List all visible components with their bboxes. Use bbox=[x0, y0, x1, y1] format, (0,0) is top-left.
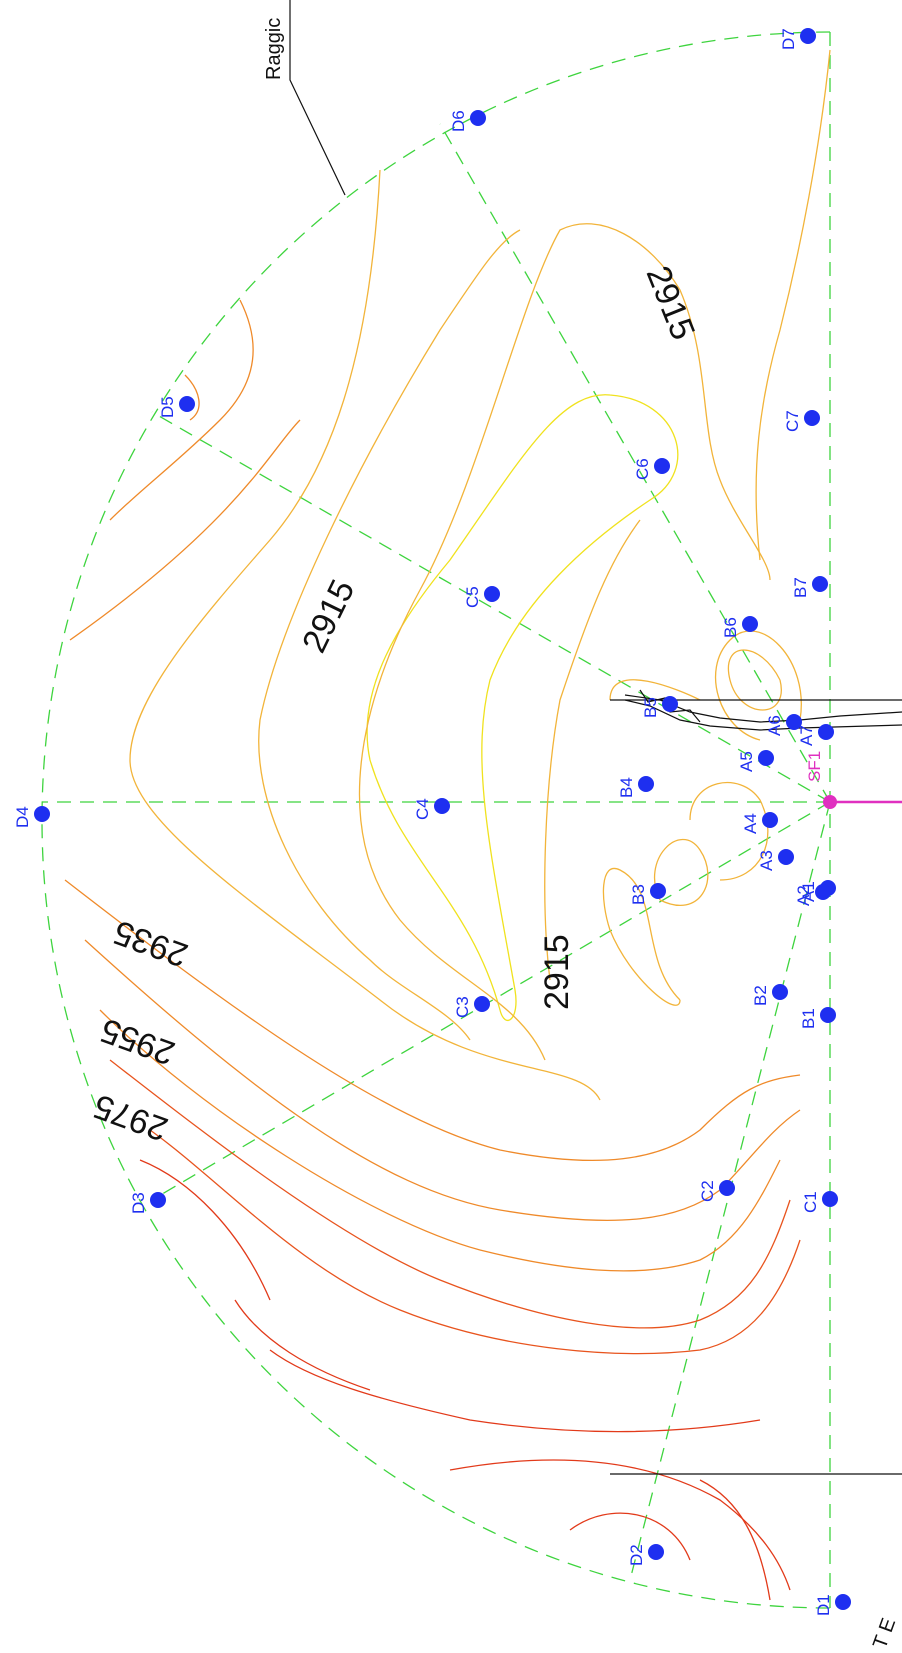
survey-point-b1[interactable] bbox=[820, 1007, 836, 1023]
survey-point-a3[interactable] bbox=[778, 849, 794, 865]
point-label-d3: D3 bbox=[129, 1192, 148, 1214]
contour-value-labels: 2915 2915 2915 2935 2955 2975 bbox=[89, 261, 702, 1148]
survey-point-c3[interactable] bbox=[474, 996, 490, 1012]
corner-text: T E bbox=[869, 1615, 900, 1651]
survey-point-a5[interactable] bbox=[758, 750, 774, 766]
survey-point-c6[interactable] bbox=[654, 458, 670, 474]
point-label-c7: C7 bbox=[783, 410, 802, 432]
survey-point-a2[interactable] bbox=[815, 884, 831, 900]
contour-label: 2915 bbox=[538, 934, 576, 1010]
point-label-c3: C3 bbox=[453, 996, 472, 1018]
survey-point-b4[interactable] bbox=[638, 776, 654, 792]
survey-point-c4[interactable] bbox=[434, 798, 450, 814]
survey-point-c5[interactable] bbox=[484, 586, 500, 602]
contour-label: 2935 bbox=[109, 913, 193, 975]
contour-label: 2955 bbox=[96, 1011, 180, 1073]
point-label-d2: D2 bbox=[627, 1544, 646, 1566]
sf1-marker[interactable] bbox=[823, 795, 902, 809]
point-label-b2: B2 bbox=[751, 985, 770, 1006]
point-label-c5: C5 bbox=[463, 586, 482, 608]
point-label-c1: C1 bbox=[801, 1191, 820, 1213]
contour-lines bbox=[64, 49, 831, 1601]
survey-point-b2[interactable] bbox=[772, 984, 788, 1000]
survey-points bbox=[34, 28, 851, 1610]
survey-point-c1[interactable] bbox=[822, 1191, 838, 1207]
point-label-a1: A1 bbox=[799, 881, 818, 902]
point-label-d5: D5 bbox=[158, 396, 177, 418]
point-label-a6: A6 bbox=[765, 715, 784, 736]
survey-point-b3[interactable] bbox=[650, 883, 666, 899]
point-label-c4: C4 bbox=[413, 798, 432, 820]
survey-point-d5[interactable] bbox=[179, 396, 195, 412]
point-label-b5: B5 bbox=[641, 697, 660, 718]
survey-point-d6[interactable] bbox=[470, 110, 486, 126]
point-label-b1: B1 bbox=[799, 1008, 818, 1029]
survey-point-d3[interactable] bbox=[150, 1192, 166, 1208]
point-label-d1: D1 bbox=[814, 1594, 833, 1616]
point-label-d7: D7 bbox=[779, 28, 798, 50]
point-label-a2: A2 bbox=[794, 885, 813, 906]
survey-point-c7[interactable] bbox=[804, 410, 820, 426]
survey-point-d7[interactable] bbox=[800, 28, 816, 44]
point-label-a4: A4 bbox=[741, 813, 760, 834]
point-label-b6: B6 bbox=[721, 617, 740, 638]
survey-point-d1[interactable] bbox=[835, 1594, 851, 1610]
survey-point-b6[interactable] bbox=[742, 616, 758, 632]
point-label-b4: B4 bbox=[617, 777, 636, 798]
point-label-a3: A3 bbox=[757, 850, 776, 871]
radius-annotation: Raggic bbox=[263, 18, 285, 80]
survey-point-c2[interactable] bbox=[719, 1180, 735, 1196]
point-label-b3: B3 bbox=[629, 884, 648, 905]
survey-point-a4[interactable] bbox=[762, 812, 778, 828]
structure-lines bbox=[289, 0, 902, 1475]
point-label-b7: B7 bbox=[791, 577, 810, 598]
point-label-d4: D4 bbox=[13, 806, 32, 828]
point-label-a7: A7 bbox=[797, 725, 816, 746]
point-label-c2: C2 bbox=[698, 1180, 717, 1202]
point-label-c6: C6 bbox=[633, 458, 652, 480]
survey-point-d2[interactable] bbox=[648, 1544, 664, 1560]
point-label-a5: A5 bbox=[737, 751, 756, 772]
survey-point-a6[interactable] bbox=[786, 714, 802, 730]
survey-point-a7[interactable] bbox=[818, 724, 834, 740]
contour-label: 2915 bbox=[639, 261, 703, 345]
contour-label: 2975 bbox=[89, 1087, 173, 1149]
point-label-sf1: SF1 bbox=[805, 751, 824, 782]
survey-point-b7[interactable] bbox=[812, 576, 828, 592]
point-label-d6: D6 bbox=[449, 110, 468, 132]
survey-point-b5[interactable] bbox=[662, 696, 678, 712]
survey-point-d4[interactable] bbox=[34, 806, 50, 822]
